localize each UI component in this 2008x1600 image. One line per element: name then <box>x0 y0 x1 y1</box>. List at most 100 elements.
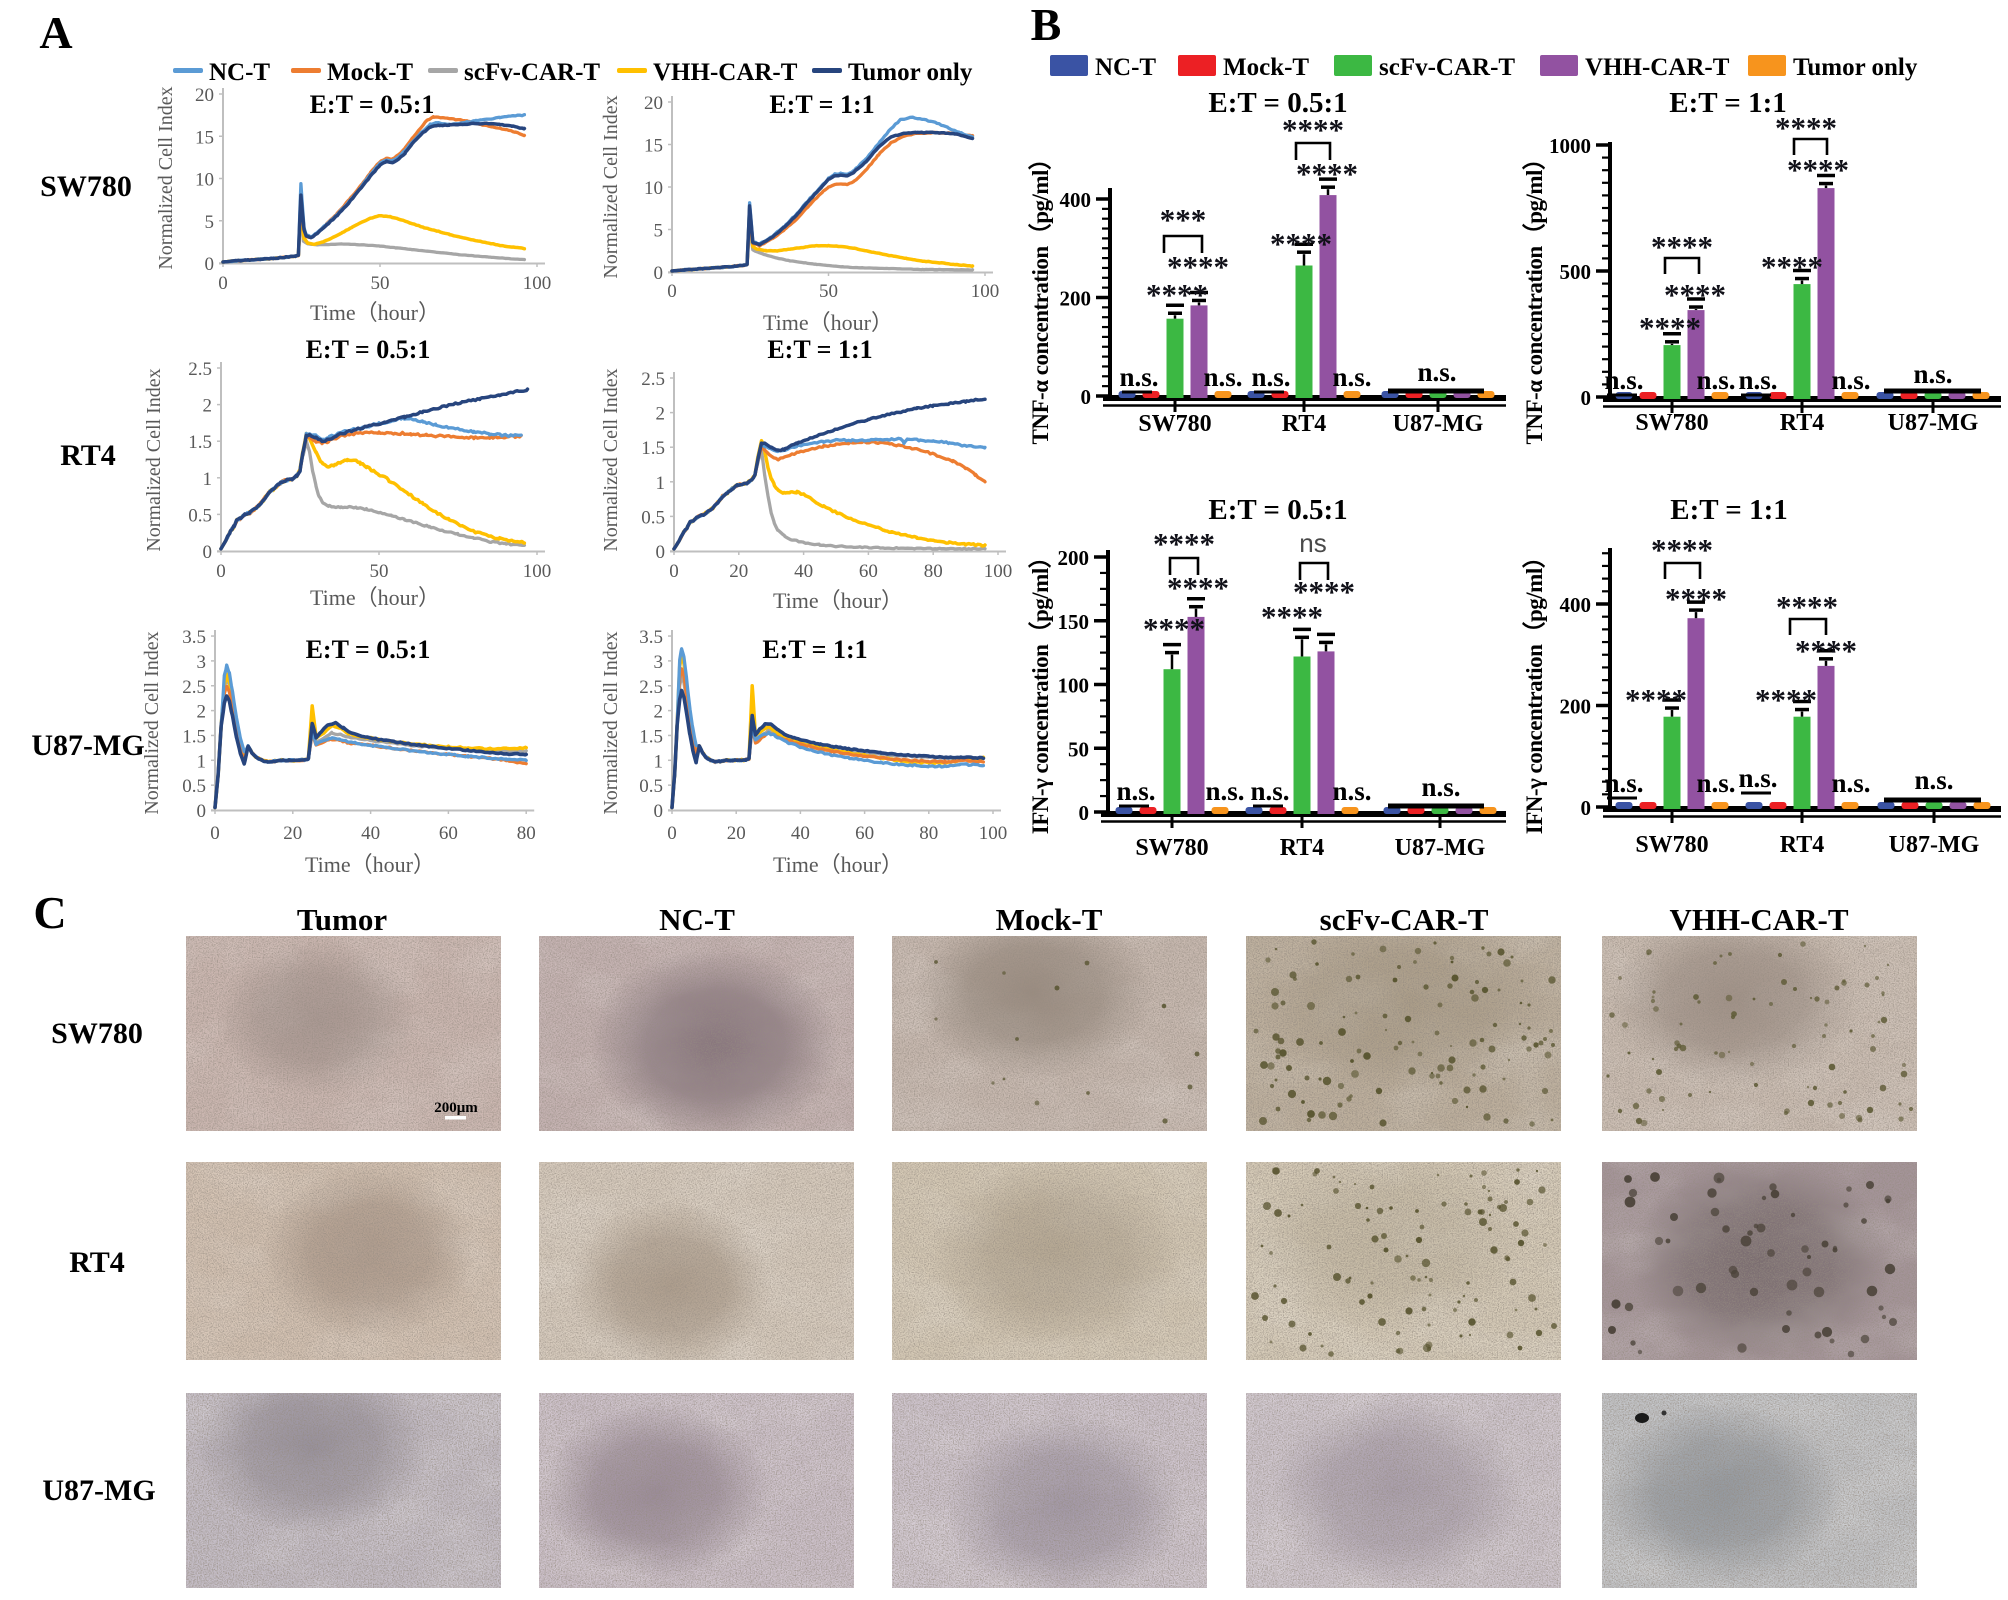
svg-text:n.s.: n.s. <box>1250 776 1289 806</box>
svg-text:1.5: 1.5 <box>641 438 665 459</box>
svg-text:n.s.: n.s. <box>1914 765 1953 795</box>
svg-text:IFN-γ concentration（pg/ml）: IFN-γ concentration（pg/ml） <box>1027 546 1053 834</box>
svg-text:A: A <box>39 7 72 58</box>
svg-text:200: 200 <box>1560 695 1592 719</box>
svg-text:80: 80 <box>517 823 536 844</box>
svg-text:n.s.: n.s. <box>1831 768 1870 798</box>
svg-text:Time（hour）: Time（hour） <box>310 585 440 610</box>
svg-text:****: **** <box>1775 110 1837 145</box>
svg-text:****: **** <box>1787 152 1849 187</box>
svg-text:TNF-α concentration（pg/ml）: TNF-α concentration（pg/ml） <box>1521 148 1547 445</box>
svg-text:****: **** <box>1625 682 1687 717</box>
svg-text:SW780: SW780 <box>51 1017 143 1050</box>
svg-text:SW780: SW780 <box>1635 832 1708 858</box>
svg-text:1.5: 1.5 <box>639 726 663 747</box>
svg-text:400: 400 <box>1560 593 1592 617</box>
svg-text:3: 3 <box>654 652 664 673</box>
svg-text:n.s.: n.s. <box>1119 362 1158 392</box>
svg-text:20: 20 <box>644 93 663 114</box>
svg-text:RT4: RT4 <box>1282 411 1327 437</box>
svg-text:U87-MG: U87-MG <box>42 1474 155 1507</box>
svg-text:1.5: 1.5 <box>188 432 212 453</box>
svg-text:E:T = 0.5:1: E:T = 0.5:1 <box>1208 494 1347 526</box>
svg-text:2.5: 2.5 <box>641 369 665 390</box>
svg-text:n.s.: n.s. <box>1696 365 1735 395</box>
svg-text:0: 0 <box>1081 385 1092 409</box>
svg-text:n.s.: n.s. <box>1604 365 1643 395</box>
svg-text:20: 20 <box>727 823 746 844</box>
svg-text:Time（hour）: Time（hour） <box>305 852 435 877</box>
svg-text:Normalized Cell Index: Normalized Cell Index <box>600 631 622 814</box>
svg-text:50: 50 <box>1068 737 1089 761</box>
svg-text:1: 1 <box>203 469 213 490</box>
svg-text:40: 40 <box>794 561 813 582</box>
svg-text:SW780: SW780 <box>1135 835 1208 861</box>
svg-text:NC-T: NC-T <box>659 902 735 937</box>
svg-text:E:T = 0.5:1: E:T = 0.5:1 <box>310 90 435 119</box>
svg-text:100: 100 <box>971 281 1000 302</box>
svg-text:****: **** <box>1651 532 1713 567</box>
svg-text:U87-MG: U87-MG <box>1395 835 1486 861</box>
svg-text:50: 50 <box>371 273 390 294</box>
svg-text:2: 2 <box>203 396 213 417</box>
svg-text:2: 2 <box>654 702 664 723</box>
svg-text:0.5: 0.5 <box>639 776 663 797</box>
svg-text:1: 1 <box>654 751 664 772</box>
svg-text:****: **** <box>1761 249 1823 284</box>
svg-text:U87-MG: U87-MG <box>1889 832 1980 858</box>
svg-text:15: 15 <box>644 136 663 157</box>
svg-text:0: 0 <box>669 561 679 582</box>
svg-text:100: 100 <box>1058 674 1090 698</box>
svg-text:60: 60 <box>859 561 878 582</box>
svg-text:SW780: SW780 <box>1138 411 1211 437</box>
svg-text:****: **** <box>1167 249 1229 284</box>
svg-text:scFv-CAR-T: scFv-CAR-T <box>1379 54 1515 81</box>
svg-text:0: 0 <box>1581 386 1592 410</box>
svg-text:E:T = 0.5:1: E:T = 0.5:1 <box>1208 87 1347 119</box>
svg-text:1000: 1000 <box>1549 134 1591 158</box>
svg-text:Mock-T: Mock-T <box>1223 54 1309 81</box>
svg-text:scFv-CAR-T: scFv-CAR-T <box>1320 902 1489 937</box>
svg-text:n.s.: n.s. <box>1738 763 1777 793</box>
svg-text:2.5: 2.5 <box>639 677 663 698</box>
svg-text:Time（hour）: Time（hour） <box>773 852 903 877</box>
svg-text:RT4: RT4 <box>1280 835 1325 861</box>
svg-text:60: 60 <box>439 823 458 844</box>
svg-text:NC-T: NC-T <box>209 59 270 86</box>
svg-text:****: **** <box>1282 112 1344 147</box>
svg-text:****: **** <box>1639 310 1701 345</box>
svg-text:RT4: RT4 <box>1780 832 1825 858</box>
svg-text:15: 15 <box>195 127 214 148</box>
svg-text:0: 0 <box>218 273 228 294</box>
svg-text:n.s.: n.s. <box>1251 362 1290 392</box>
svg-text:n.s.: n.s. <box>1696 768 1735 798</box>
svg-text:****: **** <box>1167 570 1229 605</box>
svg-text:0: 0 <box>205 254 215 275</box>
svg-text:20: 20 <box>283 823 302 844</box>
svg-text:0: 0 <box>210 823 220 844</box>
svg-text:80: 80 <box>919 823 938 844</box>
svg-text:0: 0 <box>656 542 666 563</box>
svg-text:****: **** <box>1651 229 1713 264</box>
svg-text:RT4: RT4 <box>60 439 116 472</box>
svg-text:U87-MG: U87-MG <box>31 729 144 762</box>
svg-text:****: **** <box>1153 526 1215 561</box>
svg-text:SW780: SW780 <box>1635 410 1708 436</box>
svg-text:n.s.: n.s. <box>1417 357 1456 387</box>
svg-text:0: 0 <box>654 263 664 284</box>
svg-text:Time（hour）: Time（hour） <box>310 300 440 325</box>
svg-text:****: **** <box>1296 156 1358 191</box>
svg-text:0.5: 0.5 <box>182 776 206 797</box>
svg-text:E:T = 1:1: E:T = 1:1 <box>1670 494 1788 526</box>
svg-text:3.5: 3.5 <box>639 627 663 648</box>
svg-text:ns: ns <box>1299 528 1326 558</box>
svg-text:C: C <box>33 887 66 938</box>
svg-text:****: **** <box>1143 611 1205 646</box>
svg-text:200: 200 <box>1058 546 1090 570</box>
svg-text:RT4: RT4 <box>1780 410 1825 436</box>
svg-text:80: 80 <box>924 561 943 582</box>
svg-text:n.s.: n.s. <box>1604 768 1643 798</box>
svg-text:****: **** <box>1665 581 1727 616</box>
svg-text:****: **** <box>1755 682 1817 717</box>
svg-text:1: 1 <box>197 751 207 772</box>
